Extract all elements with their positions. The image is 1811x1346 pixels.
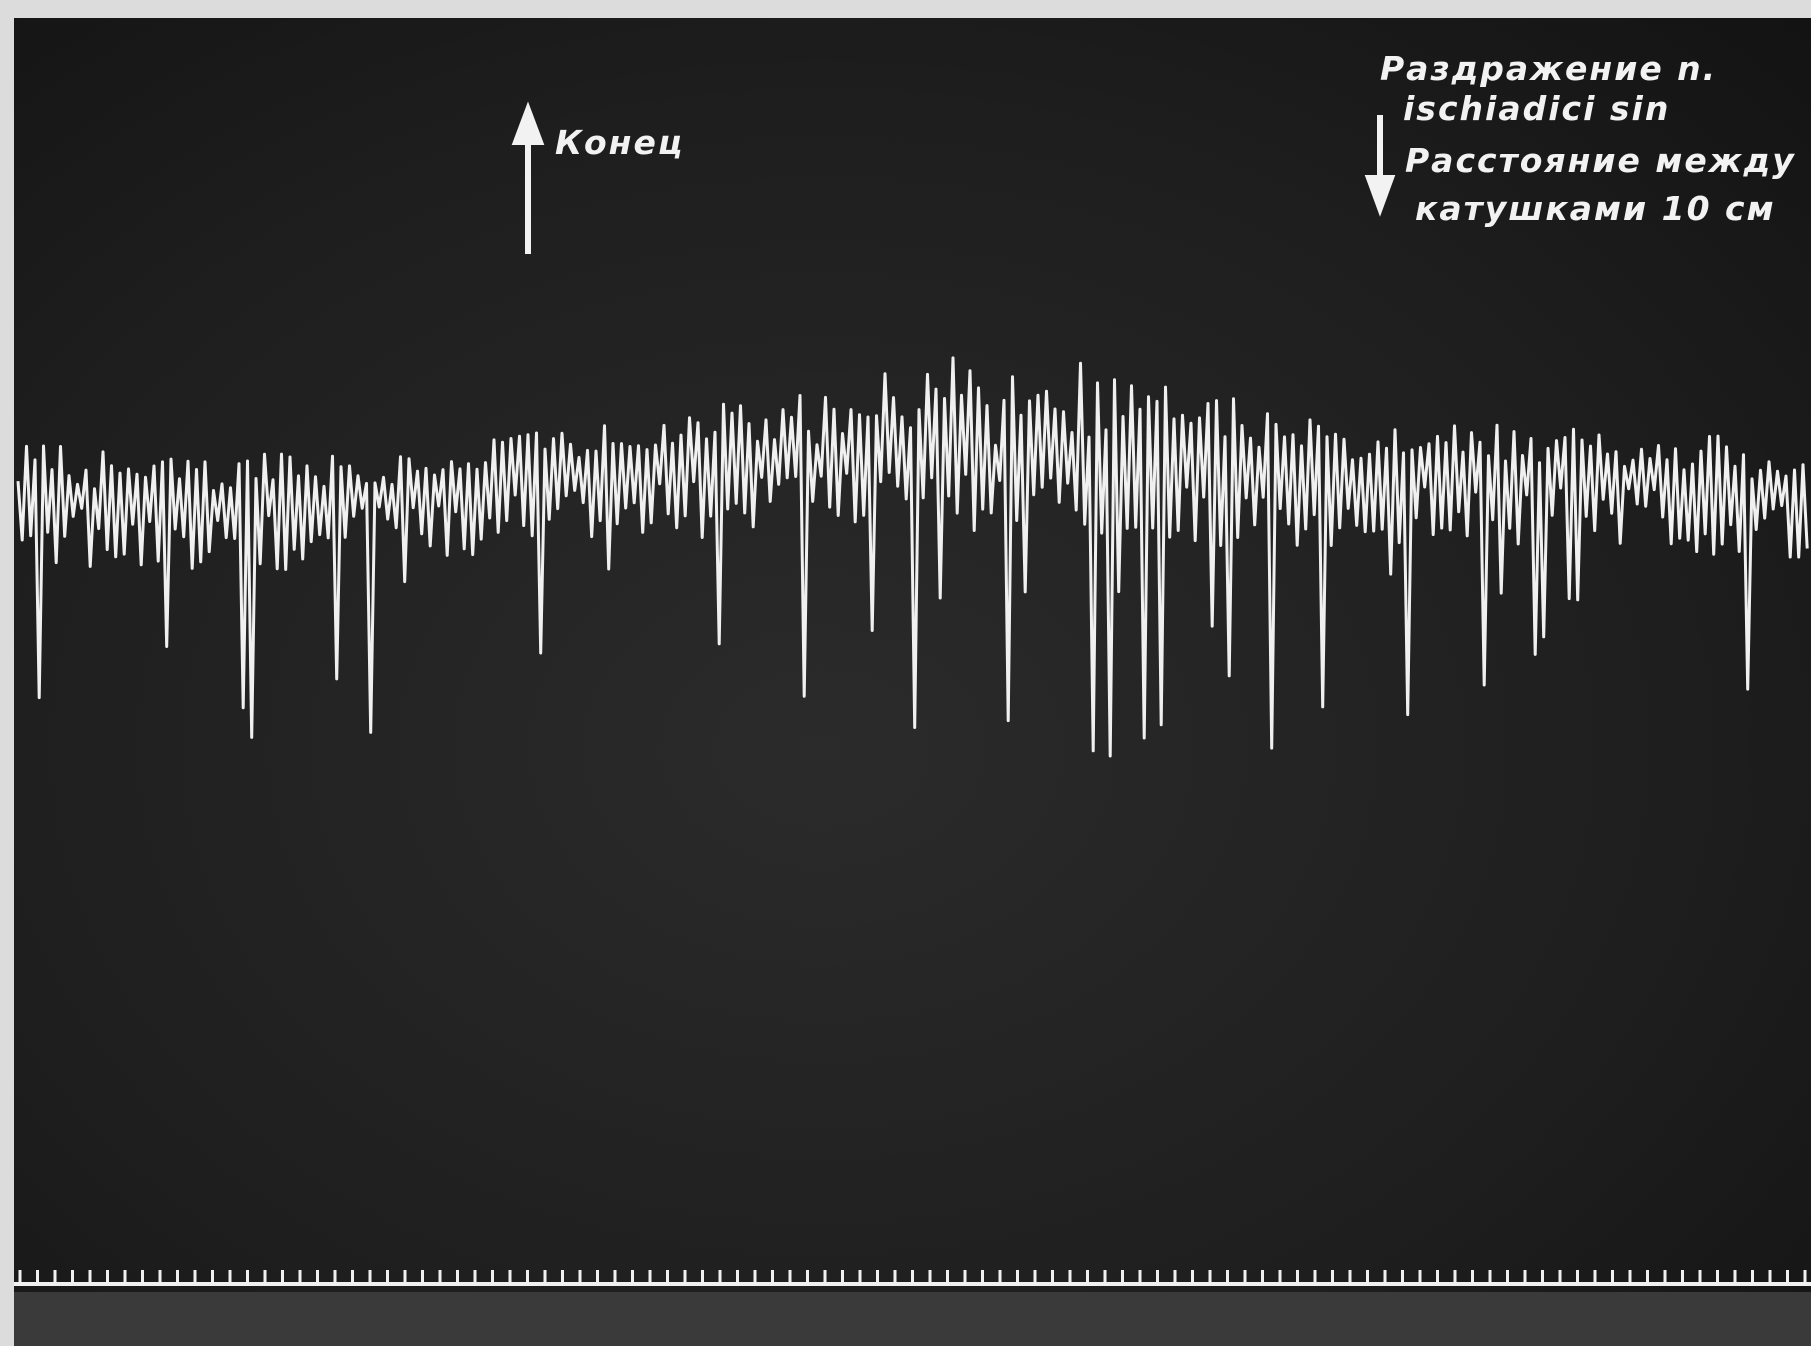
time-marker xyxy=(14,1270,1811,1284)
stimulation-line: ischiadici sin xyxy=(1403,89,1670,128)
stimulation-line: Раздражение n. xyxy=(1380,49,1717,88)
page: Конец Раздражение n. ischiadici sin Расс… xyxy=(0,0,1811,1346)
oscillogram: Конец Раздражение n. ischiadici sin Расс… xyxy=(0,0,1811,1346)
end-label: Конец xyxy=(555,123,684,162)
distance-line: Расстояние между xyxy=(1405,141,1796,180)
distance-line: катушками 10 см xyxy=(1415,189,1776,228)
time-strip xyxy=(14,1292,1811,1346)
